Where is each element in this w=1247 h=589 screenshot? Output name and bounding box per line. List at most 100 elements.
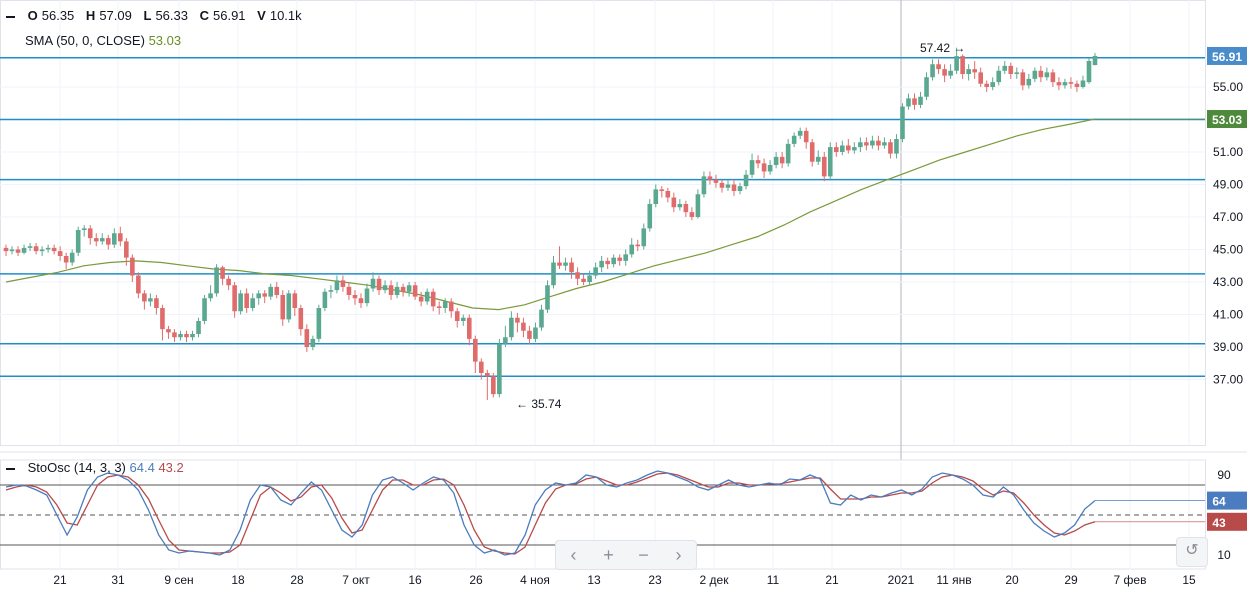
x-tick-label: 2 дек [700,573,730,587]
x-tick-label: 11 янв [936,573,971,587]
candle-body [755,160,761,164]
sma-price-tag-bg [1207,110,1247,129]
candle-body [226,278,231,286]
x-tick-label: 23 [648,573,662,587]
candle-body [280,295,286,320]
sto-legend: StoOsc (14, 3, 3) 64.4 43.2 [6,460,184,475]
candle-body [833,147,839,152]
candle-body [442,301,448,308]
candle-body [388,285,394,295]
collapse-icon[interactable] [6,15,15,18]
candle-body [304,329,310,347]
candle-body [292,293,298,308]
reset-chart-button[interactable]: ↺ [1176,537,1208,567]
sto-d-value: 43.2 [158,460,184,475]
candle-body [262,293,268,297]
candle-body [51,247,57,252]
candle-body [545,285,550,310]
candle-body [322,291,328,308]
candle-body [81,228,87,230]
candle-body [936,64,941,70]
candle-body [894,139,899,154]
candle-body [485,373,490,377]
candle-body [491,376,496,395]
axes: 21 31 9 сен 18 28 7 окт 16 26 4 ноя 13 23 2 дек 11 21… [53,46,1247,587]
x-tick-label: 11 [767,573,780,587]
candle-body [924,77,929,97]
candle-body [521,322,526,331]
candle-body [779,156,785,164]
candle-body [761,163,767,172]
candle-body [629,244,635,255]
candle-body [1092,55,1098,66]
candle-body [581,278,586,282]
high-annotation: 57.42 → [920,41,965,55]
scroll-right-button[interactable]: › [675,544,682,565]
candle-body [858,142,863,148]
scroll-left-button[interactable]: ‹ [570,544,577,565]
candle-body [743,174,749,187]
candle-body [689,212,695,217]
candle-body [888,142,893,154]
annotations: 57.42 → ← 35.74 [516,41,965,411]
candle-body [587,275,592,282]
candle-body [63,256,69,263]
close-label: C [199,8,209,23]
candle-body [876,140,881,146]
x-tick-label: 9 сен [164,573,193,587]
price-frame [0,0,1206,446]
low-label: L [143,8,152,23]
candle-body [328,290,334,292]
candle-body [539,309,544,328]
candle-body [39,249,45,252]
candle-body [773,156,779,165]
candle-body [1044,72,1050,78]
last-price-tag: 56.91 [1212,50,1242,64]
candle-body [316,308,322,339]
collapse-icon[interactable] [6,467,15,470]
candle-body [1038,70,1044,78]
candle-body [948,70,953,76]
candle-body [460,317,466,321]
x-tick-label: 7 фев [1114,573,1147,587]
candle-body [208,293,213,299]
sto-y-tick: 10 [1217,548,1231,562]
candle-body [906,98,911,107]
candle-body [1056,82,1062,86]
x-tick-label: 29 [1064,573,1078,587]
x-tick-label: 31 [111,573,125,587]
candle-body [785,143,791,164]
candle-body [1026,78,1032,86]
candle-body [166,329,171,333]
candle-body [21,247,27,253]
candle-body [557,262,562,266]
candle-body [57,251,63,256]
zoom-out-button[interactable]: − [638,544,649,565]
candle-body [274,286,280,295]
candle-body [190,334,195,338]
candle-body [815,156,821,162]
candle-body [220,267,225,279]
candle-body [466,317,472,339]
y-tick-label: 51.00 [1213,145,1243,159]
zoom-in-button[interactable]: + [603,544,614,565]
x-tick-label: 21 [825,573,839,587]
x-tick-label: 20 [1005,573,1019,587]
candle-body [310,338,316,347]
candle-body [202,298,207,321]
candle-body [1062,82,1068,86]
candle-body [840,145,845,152]
candle-body [124,241,129,258]
candle-body [136,275,141,294]
candle-body [1068,82,1074,84]
candle-body [653,189,659,204]
y-tick-label: 41.00 [1213,308,1243,322]
candle-body [376,278,382,291]
y-tick-label: 49.00 [1213,178,1243,192]
candle-body [160,308,165,330]
candle-body [731,184,737,191]
y-tick-label: 39.00 [1213,340,1243,354]
sto-k-value: 64.4 [129,460,155,475]
horizontal-lines [0,56,1205,378]
